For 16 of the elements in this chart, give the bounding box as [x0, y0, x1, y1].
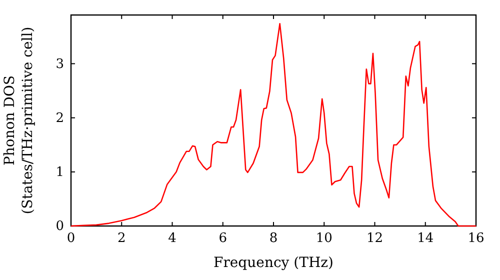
y-tick-label: 2 [56, 110, 64, 126]
x-axis-title: Frequency (THz) [213, 255, 334, 271]
x-tick-label: 6 [218, 231, 228, 246]
x-tick-label: 16 [468, 231, 484, 246]
y-tick-label: 1 [56, 165, 64, 180]
x-tick-label: 10 [316, 231, 332, 246]
x-tick-label: 4 [168, 231, 176, 246]
x-tick-label: 14 [417, 231, 434, 246]
line-series [70, 23, 477, 227]
y-tick-label: 0 [56, 219, 64, 234]
x-tick-label: 2 [117, 231, 126, 246]
x-tick-label: 12 [366, 231, 384, 246]
x-tick-label: 0 [66, 231, 76, 246]
y-tick-label: 3 [56, 56, 64, 72]
y-axis-title: Phonon DOS (States/THz·primitive cell) [2, 26, 36, 214]
x-tick-label: 8 [269, 231, 278, 246]
